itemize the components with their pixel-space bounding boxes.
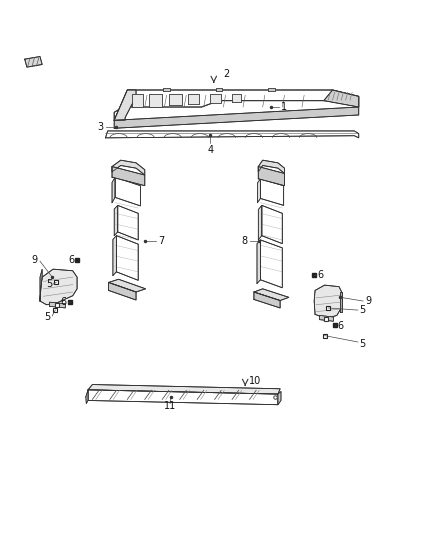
Text: 6: 6 [60,296,66,306]
Polygon shape [268,88,275,91]
Text: 6: 6 [338,321,344,331]
Polygon shape [188,94,199,104]
Polygon shape [114,107,359,128]
Polygon shape [112,166,145,185]
Polygon shape [232,94,241,102]
Polygon shape [40,269,77,305]
Polygon shape [88,390,278,405]
Text: 6: 6 [317,270,323,280]
Text: 6: 6 [69,255,75,265]
Polygon shape [254,292,280,308]
Polygon shape [340,292,342,312]
Polygon shape [149,94,162,107]
Text: 9: 9 [32,255,38,265]
Polygon shape [258,205,262,240]
Polygon shape [106,131,359,138]
Polygon shape [210,94,221,103]
Polygon shape [86,390,88,403]
Polygon shape [118,205,138,240]
Polygon shape [115,177,141,206]
Text: 9: 9 [365,296,371,306]
Text: 8: 8 [241,236,247,246]
Polygon shape [169,94,182,106]
Polygon shape [49,302,65,308]
Polygon shape [109,282,136,300]
Text: 5: 5 [46,279,52,289]
Text: 5: 5 [45,312,51,322]
Polygon shape [114,90,359,120]
Polygon shape [258,179,261,203]
Polygon shape [257,240,261,284]
Text: 4: 4 [207,146,213,155]
Text: 3: 3 [97,122,103,132]
Polygon shape [314,285,342,319]
Polygon shape [261,240,283,288]
Polygon shape [117,236,138,280]
Polygon shape [324,90,359,107]
Polygon shape [278,391,281,405]
Polygon shape [254,289,289,301]
Polygon shape [113,236,117,276]
Polygon shape [132,94,143,107]
Polygon shape [88,384,280,394]
Polygon shape [40,269,42,301]
Polygon shape [215,88,223,91]
Polygon shape [109,279,146,292]
Text: 2: 2 [223,69,230,79]
Text: 5: 5 [360,305,366,315]
Polygon shape [319,316,333,321]
Polygon shape [258,160,285,173]
Polygon shape [262,205,283,244]
Polygon shape [114,90,136,120]
Polygon shape [163,88,170,91]
Text: 7: 7 [158,236,164,246]
Polygon shape [258,166,285,185]
Text: 5: 5 [360,338,366,349]
Text: 1: 1 [282,102,288,112]
Polygon shape [25,56,42,67]
Polygon shape [112,160,145,175]
Text: 11: 11 [164,401,176,411]
Polygon shape [261,179,284,205]
Polygon shape [114,205,118,236]
Text: 10: 10 [249,376,261,386]
Polygon shape [112,177,115,203]
